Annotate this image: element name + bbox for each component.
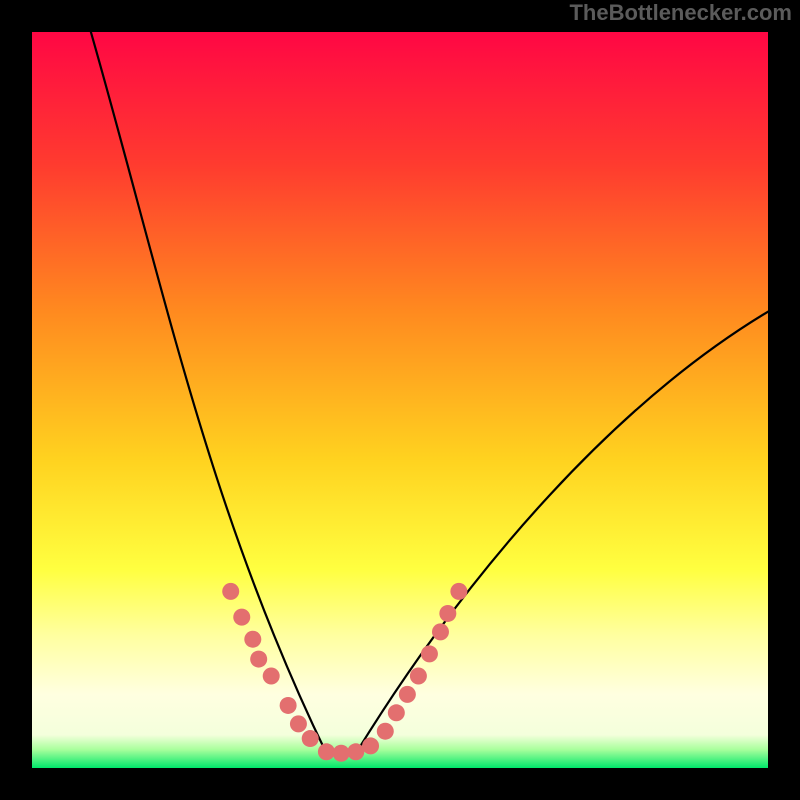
marker-dot	[432, 623, 449, 640]
marker-dot	[333, 745, 350, 762]
marker-dot	[244, 631, 261, 648]
marker-dot	[421, 645, 438, 662]
marker-dot	[290, 715, 307, 732]
marker-dot	[399, 686, 416, 703]
marker-dot	[450, 583, 467, 600]
marker-dot	[388, 704, 405, 721]
marker-dot	[439, 605, 456, 622]
marker-dot	[302, 730, 319, 747]
marker-dot	[410, 668, 427, 685]
watermark-text: TheBottlenecker.com	[569, 0, 792, 26]
marker-dot	[280, 697, 297, 714]
marker-dot	[347, 743, 364, 760]
plot-area	[32, 32, 768, 768]
marker-dot	[233, 609, 250, 626]
marker-dot	[250, 651, 267, 668]
chart-frame: TheBottlenecker.com	[0, 0, 800, 800]
gradient-background	[32, 32, 768, 768]
marker-dot	[318, 743, 335, 760]
marker-dot	[377, 723, 394, 740]
marker-dot	[263, 668, 280, 685]
marker-dot	[222, 583, 239, 600]
marker-dot	[362, 737, 379, 754]
